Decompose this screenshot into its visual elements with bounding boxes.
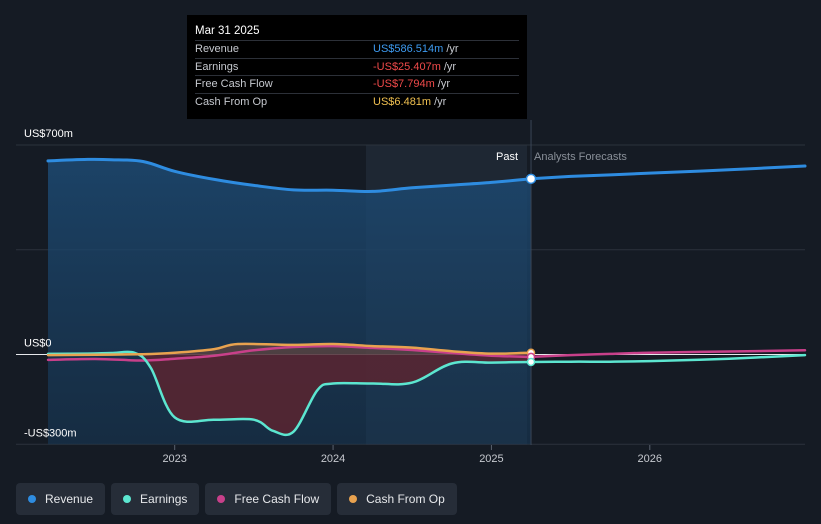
free-cash-flow-dot-icon — [217, 495, 226, 503]
x-tick-label: 2024 — [321, 453, 345, 465]
x-tick-label: 2026 — [638, 453, 662, 465]
cash-from-op-area — [48, 343, 531, 356]
tooltip-unit: /yr — [446, 43, 459, 55]
legend-item-revenue[interactable]: Revenue — [16, 483, 106, 515]
cash-from-op-dot-icon — [349, 495, 358, 503]
tooltip-unit: /yr — [437, 78, 450, 90]
y-tick-label: US$700m — [24, 128, 73, 140]
tooltip-value: US$586.514m — [373, 43, 444, 55]
earnings-marker — [526, 357, 536, 367]
tooltip-row-revenue: Revenue US$586.514m /yr — [195, 40, 519, 58]
x-tick-label: 2025 — [479, 453, 503, 465]
legend-label: Cash From Op — [366, 492, 445, 506]
area-fills — [48, 159, 531, 445]
tooltip-unit: /yr — [443, 60, 457, 73]
legend-item-earnings[interactable]: Earnings — [111, 483, 200, 515]
tooltip-value: -US$25.407m — [373, 60, 441, 73]
earnings-dot-icon — [123, 495, 132, 503]
tooltip-label: Earnings — [195, 60, 239, 73]
tooltip-value: US$6.481m — [373, 95, 432, 108]
legend-label: Free Cash Flow — [234, 492, 320, 506]
revenue-forecast-line — [529, 164, 807, 181]
revenue-line — [46, 157, 533, 193]
earnings-area — [48, 351, 531, 435]
legend-item-free-cash-flow[interactable]: Free Cash Flow — [205, 483, 332, 515]
tooltip: Mar 31 2025 Revenue US$586.514m /yr Earn… — [187, 15, 527, 119]
series-lines — [46, 157, 807, 437]
x-axis-labels: 2023 2024 2025 2026 — [162, 445, 662, 465]
tooltip-value: -US$7.794m — [373, 78, 435, 90]
tooltip-unit: /yr — [434, 95, 447, 108]
y-tick-label: -US$300m — [24, 427, 77, 439]
earnings-line — [46, 350, 533, 437]
x-tick-label: 2023 — [162, 453, 186, 465]
y-axis-labels: US$700m US$0 -US$300m — [24, 128, 77, 439]
tooltip-label: Cash From Op — [195, 95, 268, 108]
free-cash-flow-line — [46, 344, 533, 362]
earnings-forecast-line — [529, 353, 807, 364]
tooltip-row-earnings: Earnings -US$25.407m /yr — [195, 57, 519, 76]
tooltip-label: Revenue — [195, 43, 240, 55]
forecast-label: Analysts Forecasts — [534, 151, 627, 163]
legend-item-cash-from-op[interactable]: Cash From Op — [337, 483, 457, 515]
revenue-dot-icon — [28, 495, 36, 503]
legend: Revenue Earnings Free Cash Flow Cash Fro… — [16, 483, 457, 515]
past-label: Past — [496, 151, 518, 163]
tooltip-markers — [525, 173, 537, 367]
revenue-marker — [525, 173, 537, 185]
tooltip-row-free-cash-flow: Free Cash Flow -US$7.794m /yr — [195, 75, 519, 93]
legend-label: Revenue — [45, 492, 94, 506]
legend-label: Earnings — [140, 492, 188, 506]
free-cash-flow-forecast-line — [529, 349, 807, 359]
y-tick-label: US$0 — [24, 338, 52, 350]
cash-from-op-line — [46, 342, 533, 357]
tooltip-date: Mar 31 2025 — [195, 25, 260, 37]
tooltip-row-cash-from-op: Cash From Op US$6.481m /yr — [195, 92, 519, 111]
tooltip-label: Free Cash Flow — [195, 78, 273, 90]
